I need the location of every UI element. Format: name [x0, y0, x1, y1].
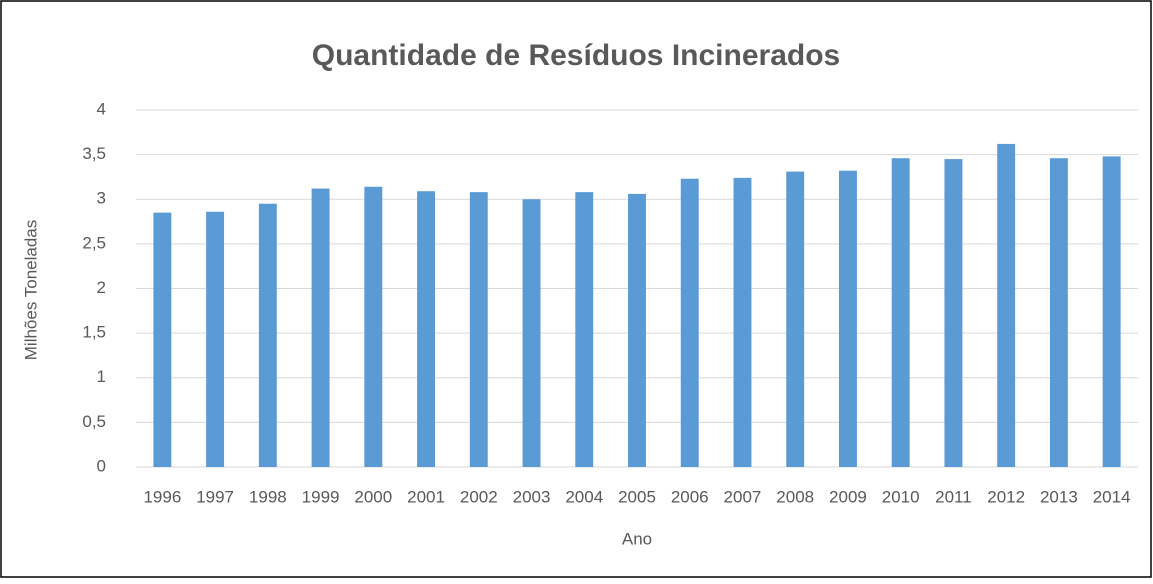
bar	[258, 203, 277, 467]
x-tick-label: 2006	[671, 487, 709, 506]
bar	[1102, 156, 1121, 467]
x-tick-label: 2011	[935, 487, 972, 506]
x-tick-label: 2013	[1040, 487, 1078, 506]
bar	[364, 186, 383, 467]
bar	[1049, 158, 1068, 467]
x-axis-label: Ano	[622, 529, 652, 548]
x-tick-label: 2007	[724, 487, 762, 506]
y-tick-label: 4	[97, 99, 106, 118]
x-tick-label: 2002	[460, 487, 498, 506]
x-tick-label: 2000	[354, 487, 392, 506]
bar	[680, 178, 699, 467]
bar	[469, 192, 488, 468]
y-tick-label: 1,5	[82, 323, 106, 342]
bar	[153, 212, 172, 467]
x-tick-label: 2009	[829, 487, 867, 506]
x-tick-label: 2008	[776, 487, 814, 506]
bar	[838, 170, 857, 467]
x-tick-label: 2014	[1093, 487, 1131, 506]
x-tick-label: 1996	[143, 487, 181, 506]
bar	[206, 211, 225, 467]
y-tick-label: 2,5	[82, 233, 106, 252]
x-tick-label: 2012	[987, 487, 1025, 506]
y-axis-label: Milhões Toneladas	[21, 220, 40, 361]
bar	[733, 177, 752, 467]
x-tick-label: 2003	[513, 487, 551, 506]
x-tick-label: 2004	[565, 487, 603, 506]
x-tick-label: 1999	[302, 487, 340, 506]
bar	[786, 171, 805, 467]
bar	[997, 143, 1016, 468]
y-tick-label: 0	[97, 456, 106, 475]
chart-title: Quantidade de Resíduos Incinerados	[312, 39, 840, 72]
x-tick-label: 1998	[249, 487, 287, 506]
y-tick-label: 1	[97, 367, 106, 386]
x-tick-label: 2001	[407, 487, 445, 506]
bar	[575, 192, 594, 468]
bar	[628, 193, 646, 467]
y-tick-label: 0,5	[82, 412, 106, 431]
bar	[311, 188, 330, 468]
x-tick-label: 2010	[882, 487, 920, 506]
bar	[417, 191, 436, 467]
bar	[522, 199, 541, 467]
bar	[891, 158, 910, 467]
y-tick-label: 3	[97, 189, 106, 208]
y-tick-label: 3,5	[82, 144, 106, 163]
x-tick-label: 1997	[196, 487, 234, 506]
x-tick-label: 2005	[618, 487, 656, 506]
y-tick-label: 2	[97, 278, 106, 297]
bar	[944, 159, 963, 467]
